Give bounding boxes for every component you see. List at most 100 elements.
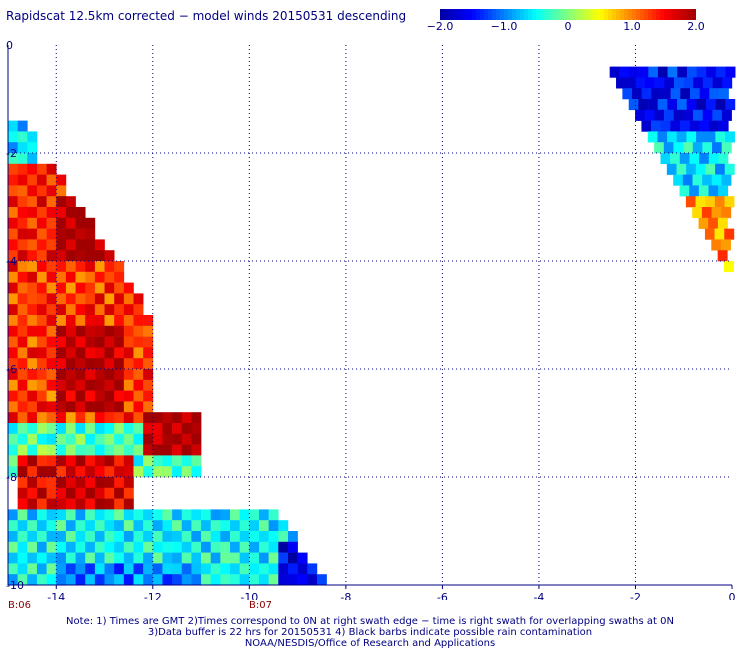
data-cell [686,163,697,175]
data-cell [230,520,240,532]
data-cell [46,520,57,532]
data-cell [36,390,47,402]
data-cell [181,455,192,467]
data-cell [104,466,115,478]
data-cell [201,574,212,586]
data-cell [75,466,86,478]
colorbar-segment [616,9,621,20]
data-cell [27,336,38,348]
data-cell [114,423,125,435]
data-cell [181,412,192,424]
data-cell [46,217,57,229]
data-cell [191,552,202,564]
data-cell [702,77,713,89]
swath-time-left: B:06 [8,600,31,611]
data-cell [268,574,279,586]
data-cell [644,109,655,121]
data-cell [46,541,57,553]
data-cell [258,541,269,553]
data-cell [65,369,76,381]
data-cell [56,423,67,435]
data-cell [46,531,57,543]
note-line-2: 3)Data buffer is 22 hrs for 20150531 4) … [147,627,593,638]
data-cell [123,552,134,564]
data-cell [114,293,125,305]
data-cell [94,271,105,283]
data-cell [133,401,144,413]
data-cell [75,293,86,305]
data-cell [181,541,192,553]
data-cell [287,531,298,543]
data-cell [152,509,163,521]
data-cell [65,347,76,359]
data-cell [17,163,28,175]
data-cell [172,455,183,467]
data-cell [65,487,76,499]
data-cell [27,401,38,413]
colorbar-segment [484,9,489,20]
data-cell [94,401,105,413]
data-cell [65,358,76,370]
data-cell [17,217,28,229]
data-cell [143,369,154,381]
colorbar-segment [524,9,529,20]
data-cell [27,250,38,262]
data-cell [714,228,725,240]
data-cell [65,315,76,327]
data-cell [94,379,105,391]
colorbar-segment [576,9,581,20]
data-cell [75,347,86,359]
data-cell [56,574,67,586]
data-cell [56,444,67,456]
data-cell [8,153,18,165]
data-cell [239,541,250,553]
data-cell [692,207,703,219]
data-cell [123,433,134,445]
data-cell [56,412,67,424]
data-cell [46,455,57,467]
data-cell [75,369,86,381]
data-cell [46,347,57,359]
data-cell [56,379,67,391]
data-cell [628,99,639,111]
data-cell [94,369,105,381]
data-cell [104,293,115,305]
data-cell [17,509,28,521]
data-cell [36,444,47,456]
data-cell [75,207,86,219]
data-cell [17,477,28,489]
data-cell [36,185,47,197]
data-cell [686,131,697,143]
colorbar-segment [488,9,493,20]
data-cell [230,563,240,575]
data-cell [8,185,18,197]
colorbar-segment [500,9,505,20]
data-cell [104,325,115,337]
data-cell [670,120,681,132]
data-cell [702,174,713,186]
data-cell [133,455,144,467]
data-cell [27,282,38,294]
data-cell [75,217,86,229]
data-cell [27,390,38,402]
colorbar-segment [660,9,665,20]
data-cell [725,66,736,78]
data-cell [715,99,726,111]
data-cell [616,77,626,89]
data-cell [708,153,719,165]
data-cell [27,271,38,283]
data-cell [94,541,105,553]
data-cell [27,412,38,424]
data-cell [133,423,144,435]
data-cell [722,77,733,89]
data-cell [65,271,76,283]
data-cell [685,196,696,208]
data-cell [725,131,735,143]
data-cell [36,239,47,251]
data-cell [8,358,18,370]
data-cell [56,358,67,370]
data-cell [104,261,115,273]
data-cell [65,541,76,553]
grid [8,45,732,585]
data-cell [657,66,668,78]
